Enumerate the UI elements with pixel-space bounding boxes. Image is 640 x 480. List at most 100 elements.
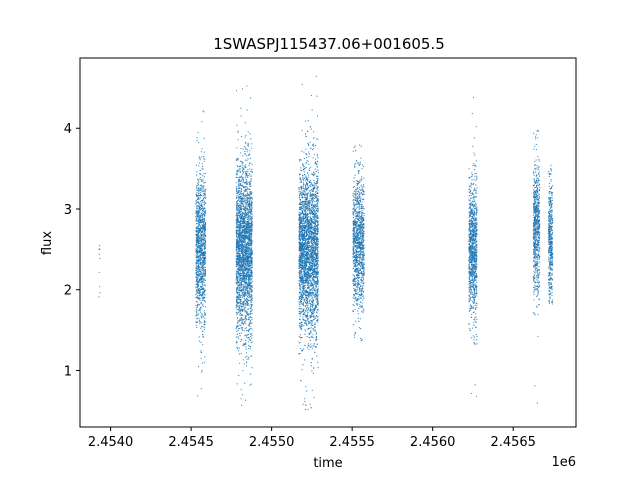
data-point xyxy=(195,257,197,259)
data-point xyxy=(198,201,200,203)
data-point xyxy=(242,204,244,206)
data-point xyxy=(204,181,206,183)
data-point xyxy=(204,271,207,273)
data-point xyxy=(250,319,252,322)
data-point xyxy=(202,214,204,216)
data-point xyxy=(236,317,238,320)
data-point xyxy=(237,209,239,211)
data-point xyxy=(249,313,251,315)
data-point xyxy=(248,154,250,156)
data-point xyxy=(238,374,240,377)
data-point xyxy=(204,254,206,256)
data-point xyxy=(307,234,309,236)
data-point xyxy=(204,266,206,268)
data-point xyxy=(251,202,253,204)
data-point xyxy=(240,296,242,299)
data-point xyxy=(246,149,248,151)
data-point xyxy=(244,327,246,329)
data-point xyxy=(240,314,242,316)
data-point xyxy=(199,322,201,324)
data-point xyxy=(239,229,241,231)
data-point xyxy=(237,218,239,220)
data-point xyxy=(244,263,246,265)
data-point xyxy=(243,272,245,274)
data-point xyxy=(247,273,249,275)
data-point xyxy=(236,300,239,302)
data-point xyxy=(241,232,243,234)
data-point xyxy=(241,276,243,278)
data-point xyxy=(241,286,243,288)
data-point xyxy=(200,229,202,231)
data-point xyxy=(204,312,206,314)
data-point xyxy=(205,202,207,204)
data-point xyxy=(251,200,253,202)
data-point xyxy=(236,271,238,273)
data-point xyxy=(236,330,238,332)
data-point xyxy=(237,251,239,253)
data-point xyxy=(251,334,253,337)
data-point xyxy=(201,168,203,170)
data-point xyxy=(204,306,206,308)
data-point xyxy=(235,301,238,303)
data-point xyxy=(251,223,253,226)
data-point xyxy=(317,309,319,311)
data-point xyxy=(248,216,250,218)
data-point xyxy=(235,90,238,92)
data-point xyxy=(240,285,242,287)
data-point xyxy=(248,239,250,241)
data-point xyxy=(200,317,202,319)
data-point xyxy=(195,211,197,213)
data-point xyxy=(249,133,251,135)
data-point xyxy=(313,179,315,182)
data-point xyxy=(245,302,247,304)
data-point xyxy=(196,242,198,244)
data-point xyxy=(200,204,202,206)
data-point xyxy=(237,286,239,288)
data-point xyxy=(248,287,251,289)
data-point xyxy=(200,302,202,304)
data-point xyxy=(239,253,241,255)
data-point xyxy=(202,305,204,308)
data-point xyxy=(308,156,310,158)
data-point xyxy=(197,281,200,284)
data-point xyxy=(242,244,244,246)
data-point xyxy=(198,156,200,158)
data-point xyxy=(248,201,250,203)
data-point xyxy=(200,179,202,181)
data-point xyxy=(249,322,251,324)
data-point xyxy=(237,205,239,207)
data-point xyxy=(249,339,251,341)
data-point xyxy=(241,310,243,312)
data-point xyxy=(196,237,198,239)
data-point xyxy=(198,290,200,292)
data-point xyxy=(197,295,199,297)
data-point xyxy=(241,184,243,186)
data-point xyxy=(197,249,199,252)
data-point xyxy=(204,197,206,200)
data-point xyxy=(244,209,247,211)
data-point xyxy=(313,273,315,275)
data-point xyxy=(250,271,252,273)
data-point xyxy=(250,171,252,173)
data-point xyxy=(201,314,204,316)
data-point xyxy=(240,214,242,216)
data-point xyxy=(197,236,199,238)
data-point xyxy=(251,191,253,194)
data-point xyxy=(242,329,244,331)
data-point xyxy=(250,238,252,240)
data-point xyxy=(250,295,253,297)
data-point xyxy=(203,242,205,244)
data-point xyxy=(236,308,238,310)
data-point xyxy=(235,182,237,184)
data-point xyxy=(245,214,247,216)
data-point xyxy=(200,327,202,329)
data-point xyxy=(243,192,245,194)
data-point xyxy=(248,275,250,277)
data-point xyxy=(248,281,250,283)
data-point xyxy=(196,205,198,207)
data-point xyxy=(299,334,301,336)
data-point xyxy=(241,225,243,228)
data-point xyxy=(237,276,239,278)
data-point xyxy=(245,174,247,176)
data-point xyxy=(309,295,311,297)
